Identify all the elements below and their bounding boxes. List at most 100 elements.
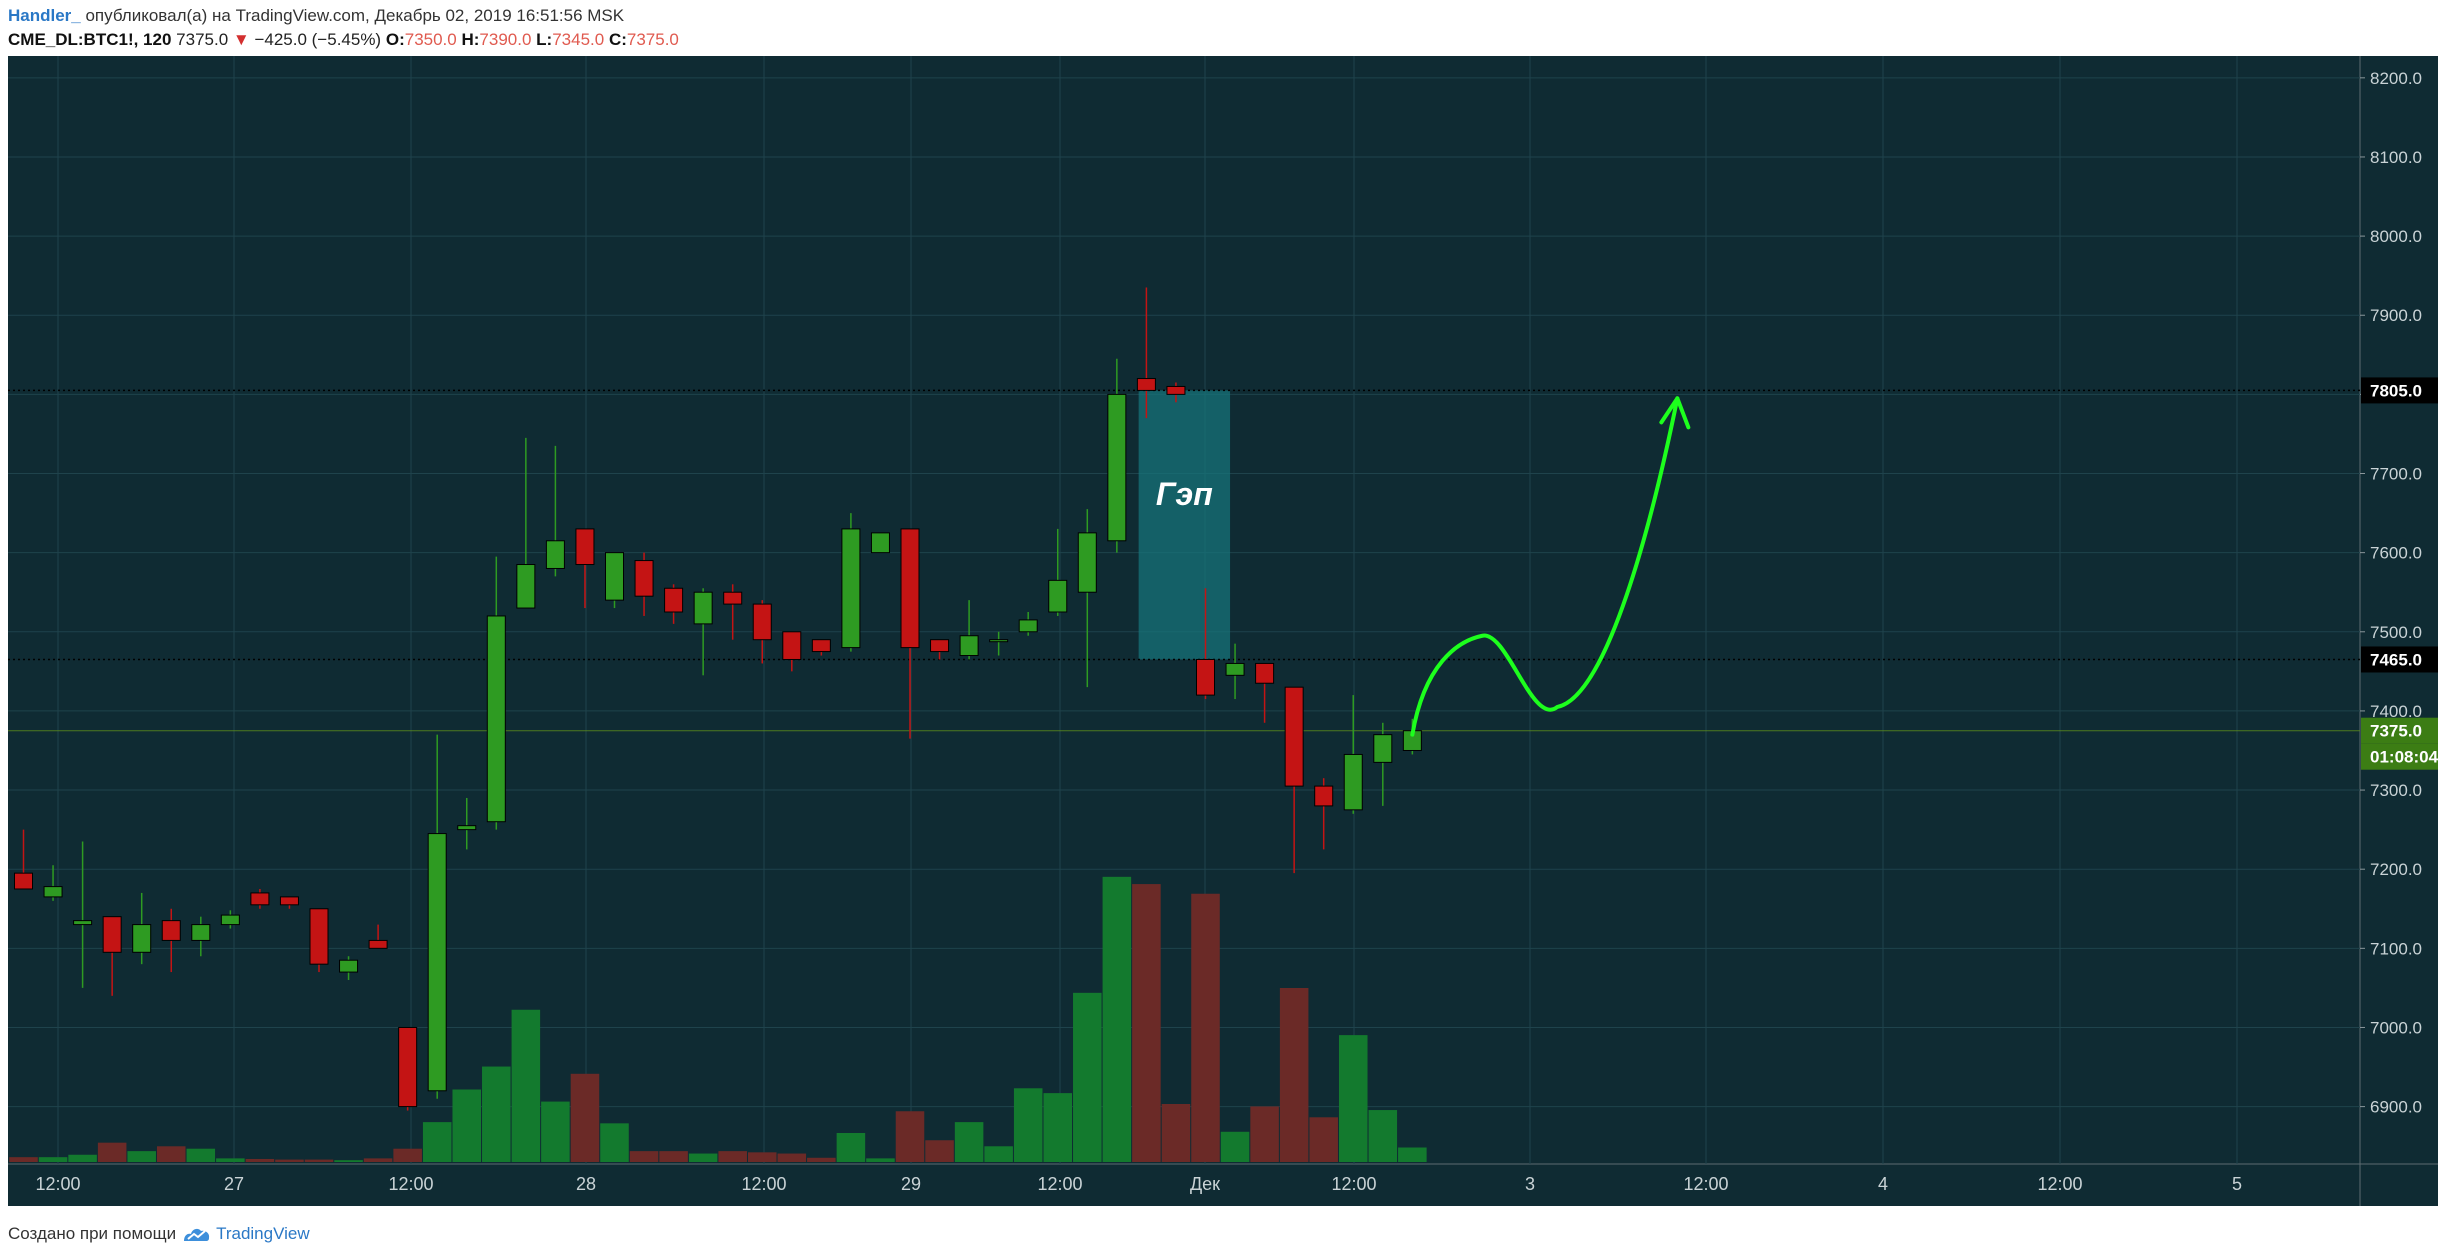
candle-body [870,532,890,554]
volume-bar [954,1122,984,1162]
volume-bar [127,1151,156,1162]
volume-bar [245,1158,275,1162]
candle-body [279,896,299,906]
created-with-label: Создано при помощи [8,1224,177,1243]
candle-body [605,552,624,601]
x-tick-label: 4 [1878,1174,1888,1194]
bar-countdown: 01:08:04 [2370,748,2438,767]
price-label-bg [2361,717,2438,744]
price-label-bg [2361,646,2438,673]
candle [664,584,684,624]
y-tick-label: 6900.0 [2370,1098,2422,1117]
candle [1343,695,1363,814]
candle-body [368,939,388,949]
candle-body [811,639,831,653]
candle-body [1255,662,1275,684]
candle-body [723,591,743,605]
countdown-bg [2361,743,2438,770]
price-change: −425.0 (−5.45%) [254,30,382,49]
candle-body [1314,785,1334,807]
x-tick-label: 12:00 [1037,1174,1082,1194]
volume-bar [777,1153,807,1162]
x-tick-label: 12:00 [2037,1174,2082,1194]
candle-body [959,635,979,657]
candle-body [43,886,63,898]
candle-body [486,615,506,823]
y-tick-label: 8200.0 [2370,69,2422,88]
volume-bar [9,1157,38,1162]
volume-bar [1279,988,1309,1162]
price-label: 7465.0 [2370,650,2422,669]
candle-body [930,639,950,653]
footer: Создано при помощи TradingView [8,1221,310,1247]
y-tick-label: 7900.0 [2370,306,2422,325]
candle [73,841,93,988]
candle [486,556,506,830]
publish-line: Handler_ опубликовал(а) на TradingView.c… [8,6,624,26]
y-tick-label: 7100.0 [2370,939,2422,958]
down-arrow-icon: ▼ [232,30,250,49]
volume-bar [68,1154,97,1162]
candle [1255,662,1275,723]
volume-bar [393,1148,422,1162]
candle [339,956,359,980]
candle-body [220,914,240,926]
last-price: 7375.0 [176,30,229,49]
author-link[interactable]: Handler_ [8,6,81,25]
candle-body [1077,532,1097,593]
volume-bar [156,1146,186,1162]
price-label: 7375.0 [2370,722,2422,741]
x-tick-label: 28 [576,1174,596,1194]
volume-bar [659,1151,688,1162]
volume-bar [718,1151,747,1162]
volume-bar [1250,1106,1279,1162]
x-tick-label: 29 [901,1174,921,1194]
y-tick-label: 8000.0 [2370,227,2422,246]
candle [102,916,122,996]
candle [1018,612,1038,636]
chart-header: Handler_ опубликовал(а) на TradingView.c… [8,4,2428,54]
y-tick-label: 7300.0 [2370,781,2422,800]
volume-bar [482,1066,511,1162]
x-tick-label: 27 [224,1174,244,1194]
volume-bar [984,1146,1013,1162]
candle-body [634,560,654,597]
candle [1136,287,1156,419]
time-axis-background [8,1164,2360,1206]
low-value: 7345.0 [552,30,605,49]
volume-bar [275,1159,304,1162]
candle [309,908,329,973]
price-chart[interactable]: 6900.0 7000.0 7100.0 7200.0 7300.0 7400.0 7500… [8,56,2438,1206]
tradingview-logo-icon [184,1228,210,1241]
candle-body [102,916,122,953]
candle [693,588,713,676]
candle [516,437,536,609]
tradingview-link[interactable]: TradingView [216,1224,310,1243]
x-tick-label: 3 [1525,1174,1535,1194]
forecast-arrowhead-icon [1659,396,1691,430]
candle [457,797,477,850]
x-tick-label: 12:00 [1683,1174,1728,1194]
candle [811,639,831,656]
published-text: опубликовал(а) на TradingView.com, Декаб… [80,6,625,25]
candle-body [457,825,477,831]
candle-body [1166,385,1186,395]
candle-body [132,924,152,953]
gap-label: Гэп [1156,476,1213,512]
price-label-bg [2361,377,2438,404]
candle-body [1136,378,1156,391]
candle [870,532,890,554]
open-value: 7350.0 [404,30,457,49]
high-label: H: [461,30,480,49]
candle-body [841,528,861,649]
candle-body [693,591,713,625]
volume-bar [1338,1035,1368,1162]
candle [545,445,565,577]
volume-bar [1132,884,1161,1162]
high-value: 7390.0 [479,30,532,49]
candle-body [339,959,359,973]
volume-bar [304,1159,334,1162]
candle [900,528,920,739]
candle [43,865,63,901]
close-label: C: [608,30,627,49]
